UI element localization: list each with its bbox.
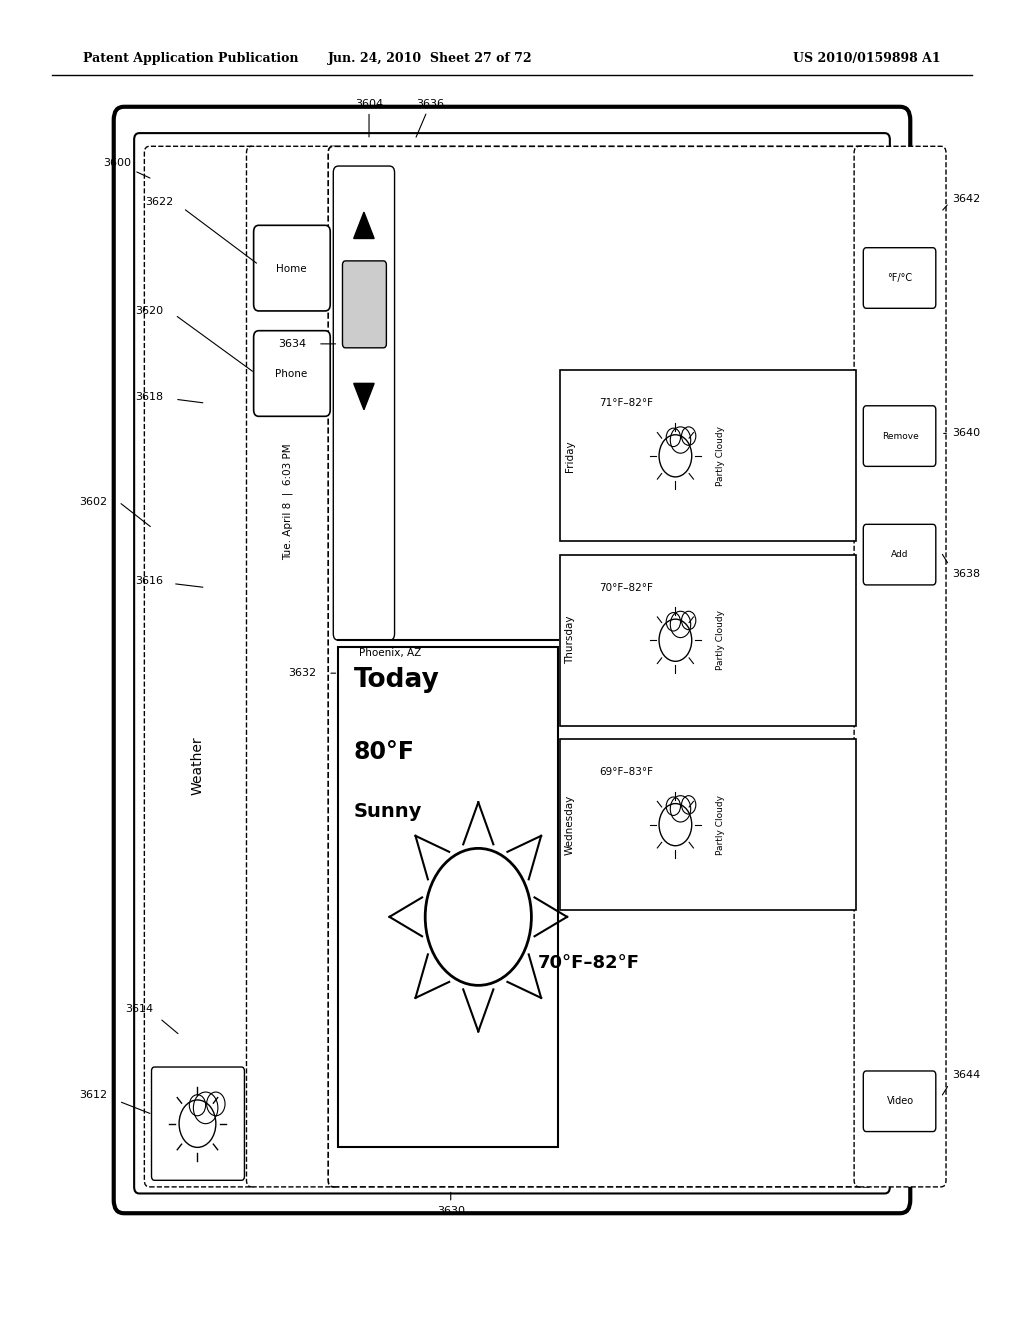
FancyBboxPatch shape: [863, 405, 936, 466]
FancyBboxPatch shape: [342, 261, 386, 347]
Text: °F/°C: °F/°C: [888, 273, 912, 282]
FancyBboxPatch shape: [560, 739, 856, 911]
Polygon shape: [353, 383, 374, 409]
Text: Phone: Phone: [275, 370, 307, 379]
Text: Sunny: Sunny: [353, 803, 422, 821]
Text: 3622: 3622: [145, 197, 174, 207]
FancyBboxPatch shape: [254, 226, 330, 312]
Text: 70°F–82°F: 70°F–82°F: [599, 582, 652, 593]
Text: 71°F–82°F: 71°F–82°F: [599, 399, 653, 408]
Text: Partly Cloudy: Partly Cloudy: [716, 610, 725, 671]
Text: 3612: 3612: [79, 1090, 108, 1100]
Text: 3636: 3636: [416, 99, 444, 137]
Text: 3640: 3640: [952, 429, 981, 438]
Text: 69°F–83°F: 69°F–83°F: [599, 767, 653, 777]
Text: Jun. 24, 2010  Sheet 27 of 72: Jun. 24, 2010 Sheet 27 of 72: [328, 51, 532, 65]
FancyBboxPatch shape: [333, 166, 394, 640]
Text: 3630: 3630: [436, 1205, 465, 1216]
Text: Partly Cloudy: Partly Cloudy: [716, 795, 725, 854]
FancyBboxPatch shape: [863, 1071, 936, 1131]
FancyBboxPatch shape: [254, 331, 330, 416]
Text: Wednesday: Wednesday: [565, 795, 575, 855]
Text: 3602: 3602: [79, 496, 108, 507]
Text: Add: Add: [891, 550, 909, 560]
Polygon shape: [353, 213, 374, 239]
Text: Friday: Friday: [565, 440, 575, 471]
Text: Home: Home: [276, 264, 307, 273]
FancyBboxPatch shape: [328, 147, 874, 1187]
Text: 70°F–82°F: 70°F–82°F: [538, 954, 640, 972]
Text: 3632: 3632: [289, 668, 316, 678]
Text: Tue. April 8  |  6:03 PM: Tue. April 8 | 6:03 PM: [282, 444, 293, 560]
Text: 3618: 3618: [135, 392, 164, 401]
FancyBboxPatch shape: [144, 147, 257, 1187]
Text: Thursday: Thursday: [565, 616, 575, 664]
FancyBboxPatch shape: [863, 248, 936, 309]
FancyBboxPatch shape: [134, 133, 890, 1193]
Text: FIG. 36: FIG. 36: [196, 147, 258, 160]
Text: US 2010/0159898 A1: US 2010/0159898 A1: [794, 51, 941, 65]
FancyBboxPatch shape: [247, 147, 338, 1187]
FancyBboxPatch shape: [560, 554, 856, 726]
Text: 3600: 3600: [103, 158, 150, 178]
FancyBboxPatch shape: [152, 1067, 245, 1180]
FancyBboxPatch shape: [854, 147, 946, 1187]
Text: Video: Video: [887, 1097, 913, 1106]
Text: Weather: Weather: [190, 737, 205, 795]
Text: 3634: 3634: [279, 339, 306, 348]
Text: Remove: Remove: [882, 432, 919, 441]
FancyBboxPatch shape: [560, 370, 856, 541]
Text: 3616: 3616: [135, 576, 164, 586]
Text: 80°F: 80°F: [353, 741, 415, 764]
FancyBboxPatch shape: [114, 107, 910, 1213]
Text: Today: Today: [353, 667, 439, 693]
Text: 3604: 3604: [355, 99, 383, 137]
Text: Patent Application Publication: Patent Application Publication: [83, 51, 299, 65]
Text: 3638: 3638: [952, 569, 981, 579]
Text: 3620: 3620: [135, 306, 164, 315]
Text: Partly Cloudy: Partly Cloudy: [716, 426, 725, 486]
Text: 3644: 3644: [952, 1071, 981, 1080]
FancyBboxPatch shape: [863, 524, 936, 585]
Text: 3642: 3642: [952, 194, 981, 205]
FancyBboxPatch shape: [338, 647, 558, 1147]
Text: Phoenix, AZ: Phoenix, AZ: [358, 648, 421, 659]
Text: 3614: 3614: [125, 1005, 154, 1014]
